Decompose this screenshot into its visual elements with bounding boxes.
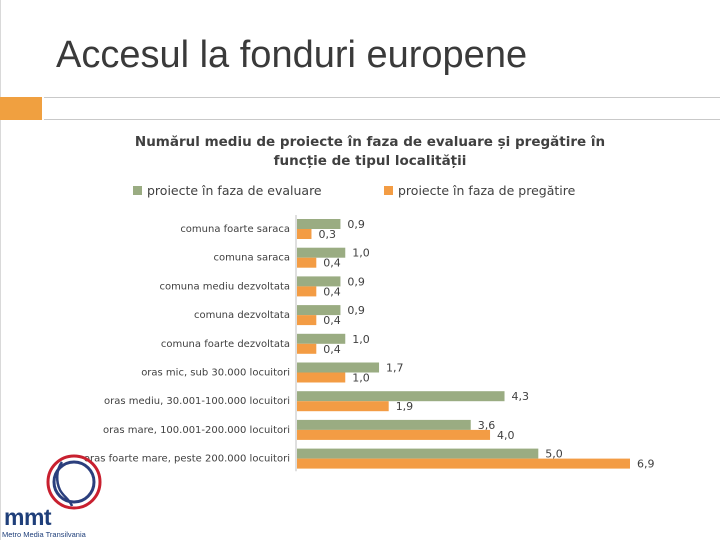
legend-label-pregatire: proiecte în faza de pregătire	[398, 183, 576, 198]
category-label: comuna foarte saraca	[180, 224, 290, 235]
value-label-evaluare: 1,7	[386, 362, 404, 375]
value-label-evaluare: 1,0	[352, 333, 370, 346]
value-label-pregatire: 0,3	[318, 228, 336, 241]
chart-title-line-2: funcție de tipul localității	[274, 153, 467, 169]
slide-left-edge	[0, 0, 1, 540]
slide-top-edge	[0, 0, 720, 4]
category-label: oras mediu, 30.001-100.000 locuitori	[104, 396, 290, 407]
value-label-pregatire: 0,4	[323, 343, 341, 356]
value-label-evaluare: 3,6	[478, 419, 496, 432]
bar-evaluare	[297, 333, 346, 344]
value-label-pregatire: 1,9	[396, 400, 414, 413]
category-label: comuna foarte dezvoltata	[161, 339, 290, 350]
value-label-pregatire: 0,4	[323, 285, 341, 298]
bar-chart: Numărul mediu de proiecte în faza de eva…	[84, 134, 655, 472]
bar-evaluare	[297, 219, 341, 229]
bar-pregatire	[297, 286, 317, 297]
legend-swatch-evaluare	[133, 186, 142, 195]
category-label: comuna saraca	[213, 253, 290, 264]
value-label-evaluare: 4,3	[512, 390, 530, 403]
category-label: oras foarte mare, peste 200.000 locuitor…	[84, 454, 290, 465]
legend-swatch-pregatire	[384, 186, 393, 195]
legend-label-evaluare: proiecte în faza de evaluare	[147, 183, 322, 198]
logo-profile	[56, 461, 74, 507]
bar-evaluare	[297, 419, 471, 430]
title-underline-bar	[44, 97, 720, 120]
slide-title: Accesul la fonduri europene	[56, 34, 528, 76]
bar-evaluare	[297, 391, 505, 402]
category-label: oras mic, sub 30.000 locuitori	[141, 368, 290, 379]
value-label-evaluare: 0,9	[347, 304, 365, 317]
category-label: comuna mediu dezvoltata	[159, 281, 290, 292]
bar-pregatire	[297, 343, 317, 354]
bar-evaluare	[297, 247, 346, 258]
bar-evaluare	[297, 276, 341, 287]
bars-group: comuna foarte saraca 0,9 0,3 comuna saraca 1…	[84, 215, 655, 472]
value-label-evaluare: 5,0	[545, 448, 563, 461]
value-label-pregatire: 1,0	[352, 372, 370, 385]
value-label-pregatire: 4,0	[497, 429, 514, 442]
logo-ring-blue	[52, 460, 96, 504]
logo-wordmark: mmt	[4, 504, 52, 530]
chart-container: Numărul mediu de proiecte în faza de eva…	[0, 120, 720, 540]
bar-pregatire	[297, 372, 346, 383]
value-label-pregatire: 0,4	[323, 257, 341, 270]
bar-evaluare	[297, 305, 341, 316]
chart-title-line-1: Numărul mediu de proiecte în faza de eva…	[135, 134, 605, 150]
logo-subtitle: Metro Media Transilvania	[2, 530, 86, 539]
bar-pregatire	[297, 458, 630, 469]
bar-evaluare	[297, 448, 539, 459]
category-label: comuna dezvoltata	[194, 310, 290, 321]
company-logo	[46, 454, 102, 510]
value-label-evaluare: 1,0	[352, 247, 370, 260]
bar-pregatire	[297, 257, 317, 268]
bar-pregatire	[297, 315, 317, 326]
bar-pregatire	[297, 401, 389, 412]
value-label-evaluare: 0,9	[347, 275, 365, 288]
logo-ring-red	[46, 454, 102, 510]
value-label-evaluare: 0,9	[347, 218, 365, 231]
bar-pregatire	[297, 429, 491, 440]
accent-block	[0, 97, 42, 120]
value-label-pregatire: 0,4	[323, 314, 341, 327]
bar-pregatire	[297, 229, 312, 239]
category-label: oras mare, 100.001-200.000 locuitori	[103, 425, 290, 436]
bar-evaluare	[297, 362, 380, 373]
value-label-pregatire: 6,9	[637, 458, 655, 471]
